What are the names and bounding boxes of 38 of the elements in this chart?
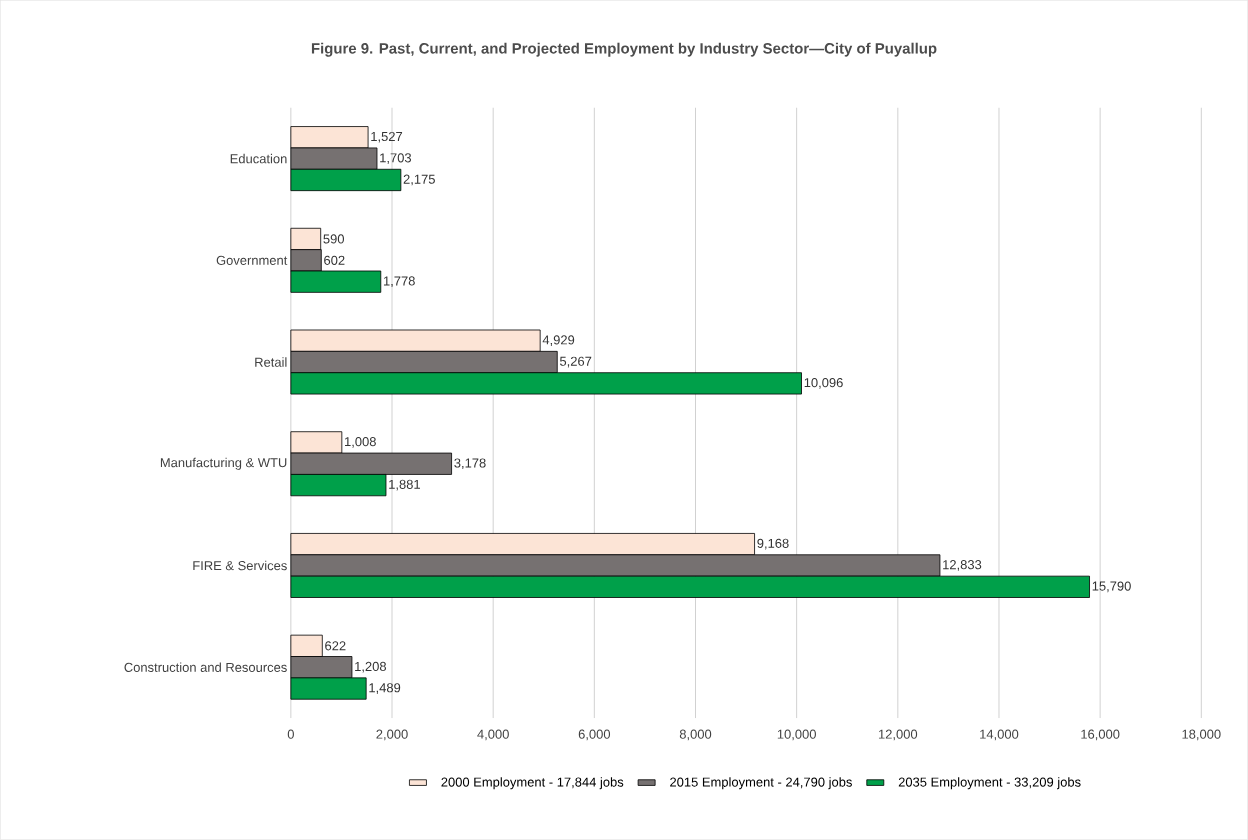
data-label: 602 (324, 255, 345, 265)
data-label: 1,208 (355, 661, 387, 673)
x-tick-label: 12,000 (878, 729, 918, 741)
legend-label: 2015 Employment - 24,790 jobs (670, 777, 852, 790)
data-label: 5,267 (559, 356, 592, 368)
x-tick-label: 8,000 (679, 729, 712, 741)
data-label: 9,168 (757, 538, 789, 550)
chart-title: Figure 9. Past, Current, and Projected Employment by Industry Sector—City of Puyallup (311, 42, 937, 57)
x-tick-label: 14,000 (980, 729, 1019, 741)
y-tick-label: Manufacturing & WTU (160, 457, 287, 470)
data-label: 590 (323, 234, 345, 244)
data-label: 1,881 (389, 479, 420, 491)
data-label: 15,790 (1092, 581, 1131, 593)
x-tick-label: 0 (287, 729, 294, 739)
data-label: 1,527 (371, 131, 403, 143)
data-label: 10,096 (804, 378, 843, 389)
x-tick-label: 4,000 (477, 729, 509, 741)
y-tick-label: FIRE & Services (193, 560, 287, 571)
x-tick-label: 18,000 (1182, 729, 1221, 741)
legend-label: 2035 Employment - 33,209 jobs (898, 777, 1081, 790)
y-tick-label: Education (230, 153, 287, 164)
legend-label: 2000 Employment - 17,844 jobs (441, 777, 624, 790)
data-label: 1,489 (369, 683, 401, 694)
y-tick-label: Construction and Resources (124, 662, 287, 673)
data-label: 1,703 (380, 153, 412, 165)
data-label: 4,929 (542, 335, 575, 347)
data-label: 3,178 (454, 458, 486, 470)
data-label: 1,008 (345, 437, 376, 448)
x-tick-label: 6,000 (578, 729, 611, 741)
x-tick-label: 16,000 (1081, 729, 1120, 741)
data-label: 622 (325, 641, 346, 651)
y-tick-label: Government (216, 255, 288, 265)
x-tick-label: 2,000 (376, 729, 408, 741)
x-tick-label: 10,000 (777, 729, 816, 741)
data-label: 12,833 (943, 560, 982, 571)
data-label: 2,175 (403, 174, 435, 186)
data-label: 1,778 (383, 276, 415, 288)
y-tick-label: Retail (255, 357, 287, 367)
